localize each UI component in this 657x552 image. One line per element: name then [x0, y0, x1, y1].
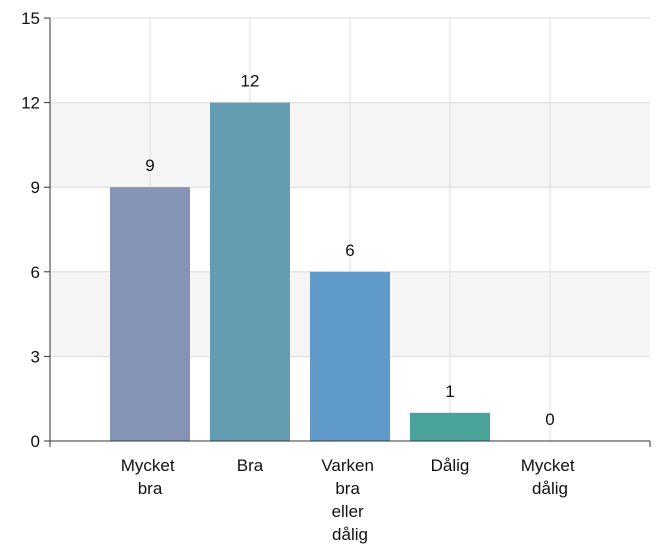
- y-tick-label: 0: [31, 432, 40, 451]
- value-label: 12: [241, 72, 260, 91]
- x-tick-label: Dålig: [431, 456, 470, 475]
- bar: [210, 102, 290, 441]
- y-tick-label: 3: [31, 347, 40, 366]
- value-label: 0: [545, 410, 554, 429]
- y-tick-label: 9: [31, 178, 40, 197]
- x-tick-label: Mycket dålig: [521, 456, 580, 498]
- bar: [310, 271, 390, 441]
- value-label: 1: [445, 382, 454, 401]
- value-label: 6: [345, 241, 354, 260]
- y-tick-label: 12: [21, 94, 40, 113]
- x-tick-label: Bra: [237, 456, 264, 475]
- value-label: 9: [145, 156, 154, 175]
- y-tick-label: 6: [31, 263, 40, 282]
- bar: [410, 412, 490, 441]
- y-tick-label: 15: [21, 9, 40, 28]
- x-tick-label: Mycket bra: [121, 456, 180, 498]
- bar: [110, 187, 190, 441]
- x-tick-label: Varken bra eller dålig: [321, 456, 378, 544]
